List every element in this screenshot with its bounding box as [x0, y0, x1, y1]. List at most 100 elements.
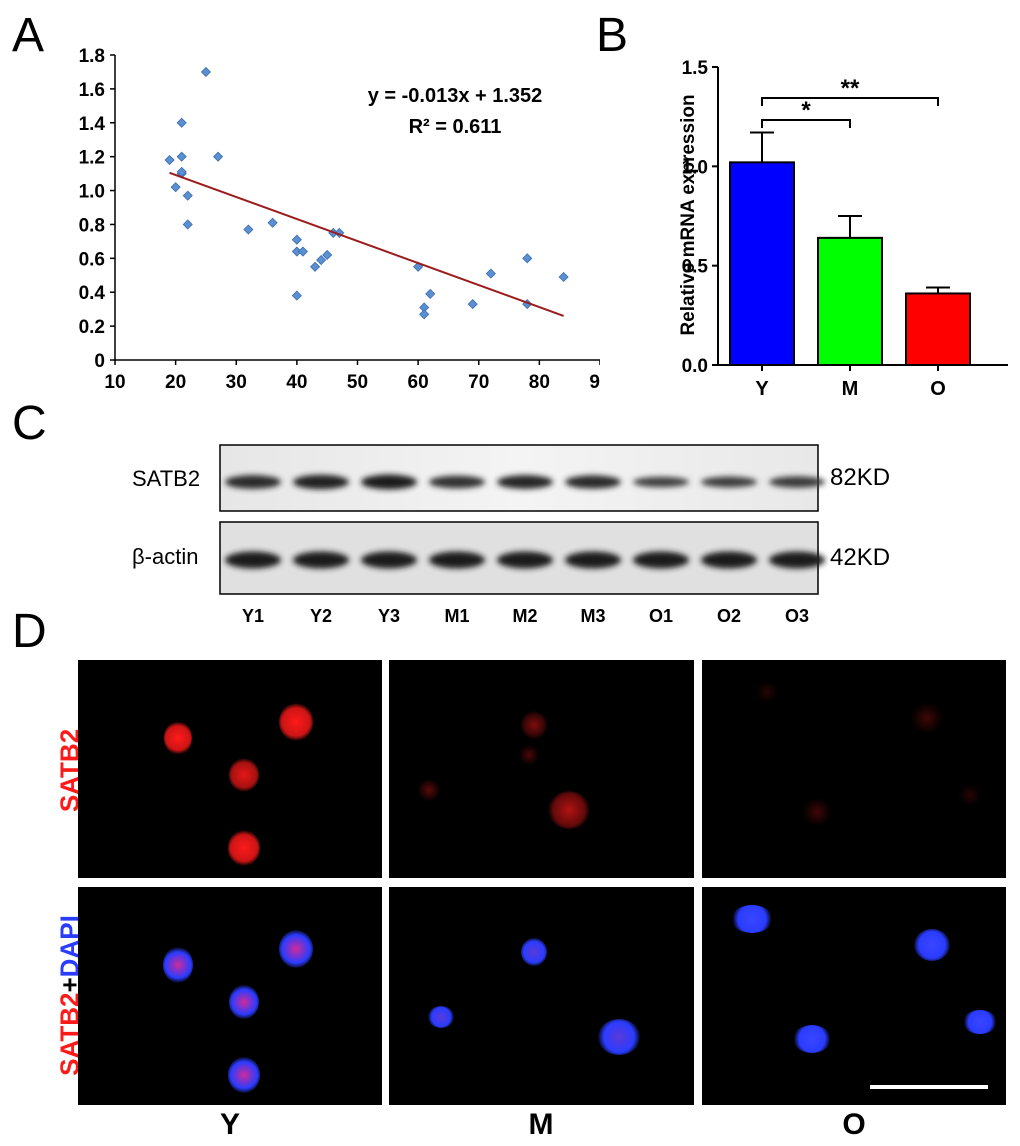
scatter-point — [200, 66, 212, 78]
bar-y-tick-label: 1.0 — [682, 157, 708, 178]
scatter-x-tick-label: 70 — [468, 372, 489, 393]
bar-y-tick-label: 0.0 — [682, 356, 708, 377]
r-squared-label: R² = 0.611 — [409, 116, 502, 138]
scatter-y-tick-label: 0.6 — [79, 249, 105, 270]
micrograph-merge-m — [389, 887, 694, 1105]
lane-label-y3: Y3 — [377, 606, 401, 626]
band-actin-m1 — [429, 551, 485, 569]
bar-category-label: Y — [755, 378, 769, 400]
scatter-y-tick-label: 0.2 — [79, 317, 105, 338]
scatter-point — [297, 246, 309, 257]
blot-label-actin: β-actin — [132, 544, 199, 569]
significance-label: * — [801, 97, 811, 124]
nucleus-satb2 — [228, 830, 260, 866]
scatter-y-tick-label: 0 — [94, 351, 105, 372]
blot-label-satb2: SATB2 — [132, 466, 201, 491]
micrograph-satb2-y — [78, 660, 382, 878]
bar-marks: Y M O*** — [729, 75, 971, 400]
scatter-point — [243, 224, 254, 235]
bar-category-label: O — [930, 378, 946, 400]
scatter-point — [182, 190, 193, 201]
scatter-point — [291, 234, 302, 245]
lane-label-m3: M3 — [580, 606, 606, 626]
scatter-point — [170, 182, 181, 193]
bar-y-tick-label: 1.5 — [682, 58, 709, 79]
scale-bar — [870, 1085, 988, 1089]
lane-label-m2: M2 — [512, 606, 538, 626]
band-satb2-o3 — [769, 476, 825, 488]
band-satb2-m1 — [429, 475, 485, 489]
scatter-point — [485, 268, 496, 279]
blot-size-82kd: 82KD — [830, 464, 891, 491]
nucleus-merge — [598, 1019, 640, 1055]
trendline — [169, 171, 564, 317]
nucleus-merge — [279, 930, 313, 968]
nucleus-satb2 — [801, 799, 833, 825]
scatter-point — [419, 309, 430, 320]
scatter-x-tick-label: 10 — [104, 372, 125, 393]
nucleus-satb2 — [910, 703, 944, 733]
micrograph-satb2-m — [389, 660, 694, 878]
scatter-point — [176, 117, 187, 128]
band-actin-m3 — [565, 551, 621, 569]
nucleus-satb2 — [229, 758, 259, 792]
bar-category-label: M — [842, 378, 859, 400]
scatter-point — [316, 254, 327, 266]
scatter-x-tick-label: 50 — [347, 372, 368, 393]
micrograph-merge-o — [702, 887, 1006, 1105]
nucleus-merge — [228, 1057, 260, 1093]
scatter-point — [558, 271, 569, 283]
lane-label-y1: Y1 — [241, 606, 265, 626]
scatter-point — [164, 154, 175, 166]
band-satb2-o1 — [633, 476, 689, 488]
nucleus-satb2 — [753, 682, 781, 702]
scatter-points — [164, 66, 569, 320]
blot-size-42kd: 42KD — [830, 544, 891, 571]
scatter-y-tick-label: 1.2 — [79, 148, 105, 169]
nucleus-merge — [521, 938, 547, 966]
scatter-point — [522, 253, 533, 264]
scatter-point — [309, 261, 321, 272]
lane-label-o1: O1 — [648, 606, 673, 626]
western-blot — [219, 444, 825, 595]
nucleus-satb2 — [519, 745, 539, 765]
scatter-point — [322, 249, 333, 261]
significance-bracket — [761, 97, 939, 106]
col-label-m: M — [528, 1108, 554, 1141]
nucleus-merge — [963, 1010, 997, 1034]
band-satb2-y3 — [361, 474, 417, 490]
scatter-x-tick-label: 20 — [165, 372, 186, 393]
band-actin-m2 — [497, 551, 553, 569]
band-actin-y3 — [361, 551, 417, 569]
scatter-y-tick-label: 1.6 — [79, 80, 105, 101]
scatter-y-tick-label: 1.8 — [79, 46, 105, 67]
nucleus-satb2 — [548, 791, 590, 829]
col-label-y: Y — [219, 1108, 240, 1141]
band-satb2-y1 — [225, 475, 281, 489]
nucleus-merge — [914, 929, 950, 961]
band-actin-o3 — [769, 551, 825, 569]
scatter-y-tick-label: 1.4 — [79, 114, 106, 135]
nucleus-satb2 — [164, 721, 192, 755]
panel-letter-d: D — [12, 605, 47, 658]
scatter-point — [425, 288, 436, 299]
nucleus-merge — [163, 947, 193, 983]
band-actin-y1 — [225, 551, 281, 569]
lane-label-o3: O3 — [784, 606, 809, 626]
bar-chart: 0.00.51.01.5 Y M O*** Relative mRNA expres… — [678, 58, 1008, 400]
significance-bracket — [761, 119, 851, 128]
bar-y-tick-label: 0.5 — [682, 257, 709, 278]
lane-label-y2: Y2 — [309, 606, 333, 626]
band-satb2-y2 — [293, 474, 349, 490]
lane-label-o2: O2 — [716, 606, 741, 626]
scatter-point — [291, 290, 302, 301]
band-satb2-m2 — [497, 475, 553, 489]
scatter-y-tick-label: 0.4 — [79, 283, 106, 304]
scatter-x-tick-label: 40 — [286, 372, 307, 393]
scatter-x-tick-label: 80 — [529, 372, 550, 393]
scatter-y-tick-label: 0.8 — [79, 215, 105, 236]
nucleus-satb2 — [279, 703, 313, 741]
panel-letter-a: A — [12, 9, 45, 62]
nucleus-merge — [793, 1025, 831, 1053]
nucleus-merge — [229, 985, 259, 1019]
